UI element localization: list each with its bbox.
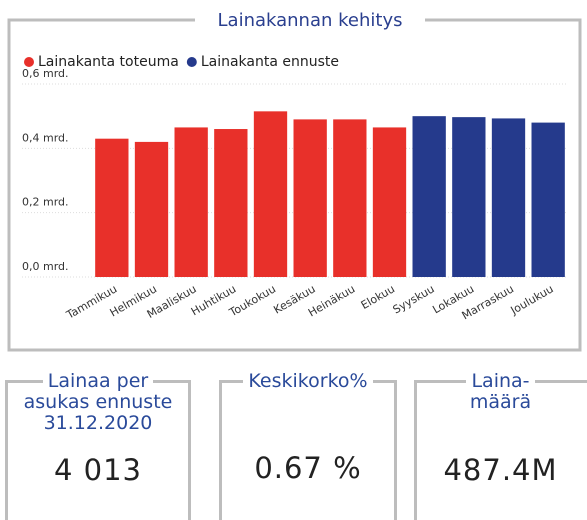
bar <box>254 111 287 277</box>
legend-marker <box>24 57 34 67</box>
card-value: 0.67 % <box>222 451 394 485</box>
bar <box>413 116 446 277</box>
card-title-line: Keskikorko% <box>243 370 372 392</box>
y-tick-label: 0,0 mrd. <box>22 260 69 273</box>
bar <box>452 117 485 277</box>
y-tick-label: 0,4 mrd. <box>22 131 69 144</box>
legend-marker <box>187 57 197 67</box>
chart-title: Lainakannan kehitys <box>218 10 403 31</box>
card-value: 4 013 <box>8 453 188 487</box>
page: Lainakannan kehitys 0,0 mrd. 0,2 mrd. 0,4 … <box>0 0 587 513</box>
bar <box>294 119 327 277</box>
chart: Lainakannan kehitys 0,0 mrd. 0,2 mrd. 0,4 … <box>0 0 587 360</box>
bar <box>95 139 128 277</box>
card-title-line: määrä <box>465 391 536 413</box>
bar <box>135 142 168 277</box>
bar <box>373 127 406 277</box>
card-title-line: 31.12.2020 <box>39 412 158 434</box>
legend-label: Lainakanta ennuste <box>201 54 339 70</box>
card-title: Laina-määrä <box>417 371 584 413</box>
card: Laina-määrä 487.4M <box>414 380 587 520</box>
bar <box>333 119 366 277</box>
legend-label: Lainakanta toteuma <box>38 54 179 70</box>
card-title-line: Laina- <box>466 370 534 392</box>
card-title-line: asukas ennuste <box>19 391 178 413</box>
card-title-line: Lainaa per <box>43 370 153 392</box>
card-value: 487.4M <box>417 453 584 487</box>
bar <box>532 123 565 277</box>
bar <box>214 129 247 277</box>
y-tick-label: 0,2 mrd. <box>22 196 69 209</box>
card: Keskikorko% 0.67 % <box>219 380 397 520</box>
bar <box>175 127 208 277</box>
card-title: Keskikorko% <box>222 371 394 392</box>
bar <box>492 118 525 277</box>
